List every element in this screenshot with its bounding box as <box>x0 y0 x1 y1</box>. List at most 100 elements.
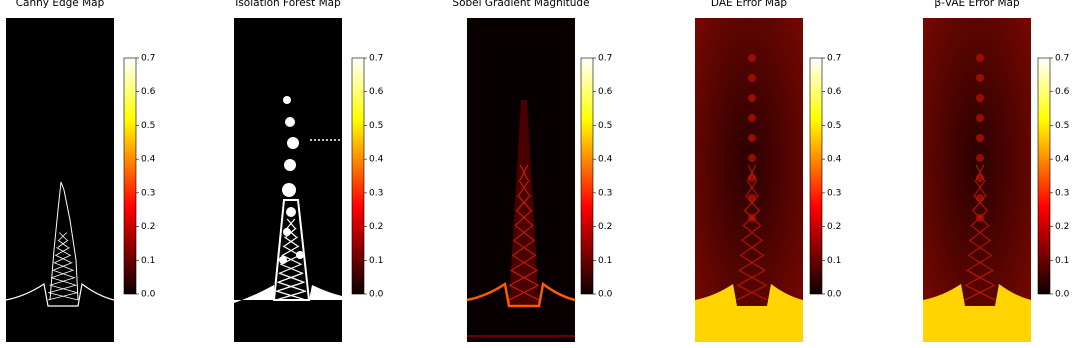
tower-node <box>748 114 756 122</box>
blob <box>286 207 296 217</box>
tower-node <box>976 74 984 82</box>
blob <box>279 263 303 274</box>
tower <box>967 254 993 271</box>
tower-node <box>748 194 756 202</box>
colorbar-tick-label: 0.7 <box>1055 54 1069 64</box>
colorbar-tick-label: 0.7 <box>598 54 612 64</box>
tower <box>974 179 986 196</box>
tower <box>973 194 987 211</box>
tower <box>514 224 534 241</box>
colorbar-tick-label: 0.3 <box>141 188 155 198</box>
colorbar-tick-label: 0.7 <box>141 54 155 64</box>
colorbar-tick-label: 0.0 <box>369 290 384 300</box>
colorbar-tick-label: 0.1 <box>1055 256 1069 266</box>
blob <box>281 254 301 265</box>
tower <box>515 209 533 226</box>
colorbar-tick-label: 0.4 <box>369 155 384 165</box>
edge <box>58 232 68 241</box>
tower-node <box>976 194 984 202</box>
tower <box>747 164 757 181</box>
colorbar-tick-label: 0.1 <box>141 256 155 266</box>
tower <box>738 269 766 286</box>
tower-node <box>748 74 756 82</box>
edge <box>49 284 77 293</box>
colorbar-tick-label: 0.0 <box>1055 290 1070 300</box>
tower <box>739 254 765 271</box>
image-panel <box>234 18 342 342</box>
image-panel <box>5 18 115 342</box>
blob <box>285 117 295 127</box>
tower <box>517 194 531 211</box>
colorbar <box>580 57 594 295</box>
colorbar-tick-label: 0.3 <box>598 188 612 198</box>
colorbar-tick-label: 0.5 <box>598 121 612 131</box>
blob <box>284 159 296 171</box>
tower-node <box>748 154 756 162</box>
colorbar-tick-label: 0.2 <box>141 222 155 232</box>
image-panel <box>695 18 803 342</box>
tower <box>970 224 990 241</box>
tower <box>745 194 759 211</box>
tower <box>742 224 762 241</box>
blob <box>282 245 300 256</box>
colorbar-tick-label: 0.5 <box>827 121 841 131</box>
blob <box>234 285 342 303</box>
tower-node <box>748 54 756 62</box>
tower <box>519 164 529 181</box>
colorbar-tick-label: 0.2 <box>598 222 612 232</box>
tower <box>971 209 989 226</box>
tower <box>512 239 536 256</box>
colorbar-tick-label: 0.5 <box>369 121 383 131</box>
colorbar-tick-label: 0.4 <box>598 155 613 165</box>
ground <box>923 284 1031 342</box>
colorbar-tick-label: 0.6 <box>827 87 842 97</box>
colorbar-tick-label: 0.1 <box>369 256 383 266</box>
colorbar-tick-label: 0.2 <box>827 222 841 232</box>
tower <box>964 284 996 301</box>
tower-node <box>976 134 984 142</box>
edge <box>49 181 79 301</box>
tower <box>746 179 758 196</box>
colorbar <box>351 57 365 295</box>
colorbar-tick-label: 0.7 <box>827 54 841 64</box>
colorbar-tick-label: 0.5 <box>1055 121 1069 131</box>
blob <box>272 199 311 301</box>
edge <box>54 254 72 263</box>
blob <box>284 236 298 247</box>
tower-node <box>748 134 756 142</box>
colorbar <box>1037 57 1051 295</box>
tower-node <box>976 114 984 122</box>
tower-node <box>976 154 984 162</box>
edge <box>53 262 73 271</box>
blob <box>285 227 297 238</box>
blob <box>283 96 291 104</box>
image-panel <box>466 18 576 342</box>
edge <box>47 292 79 301</box>
colorbar-tick-label: 0.4 <box>827 155 842 165</box>
edge <box>50 277 76 286</box>
blob <box>286 218 296 229</box>
tower <box>975 164 985 181</box>
colorbar-tick-label: 0.3 <box>369 188 383 198</box>
blob <box>287 137 299 149</box>
tower <box>736 284 768 301</box>
blob <box>282 183 296 197</box>
colorbar-tick-label: 0.0 <box>141 290 156 300</box>
edge <box>5 282 115 307</box>
chart-title: Canny Edge Map <box>16 0 105 9</box>
colorbar-tick-label: 0.1 <box>827 256 841 266</box>
tower <box>518 179 530 196</box>
colorbar-tick-label: 0.0 <box>827 290 842 300</box>
colorbar-tick-label: 0.7 <box>369 54 383 64</box>
colorbar-tick-label: 0.3 <box>1055 188 1069 198</box>
colorbar-tick-label: 0.4 <box>141 155 156 165</box>
colorbar-tick-label: 0.5 <box>141 121 155 131</box>
ground <box>695 284 803 342</box>
colorbar-tick-label: 0.6 <box>141 87 156 97</box>
chart-title: Isolation Forest Map <box>235 0 341 9</box>
tower <box>510 269 538 286</box>
tower <box>966 269 994 286</box>
colorbar-tick-label: 0.1 <box>598 256 612 266</box>
